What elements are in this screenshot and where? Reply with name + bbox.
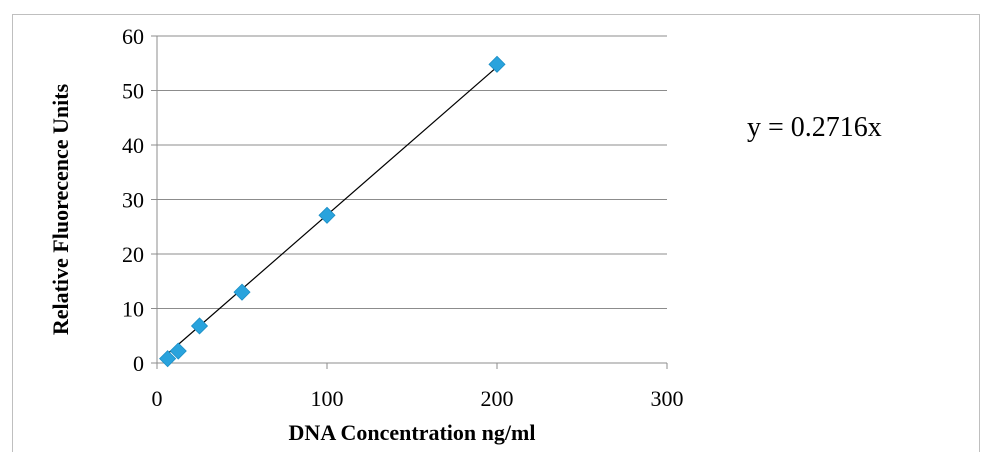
data-point [159, 350, 177, 368]
data-point [233, 283, 251, 301]
grid-lines [157, 35, 667, 309]
y-axis-title: Relative Fluorecence Units [48, 83, 73, 335]
y-tick-label: 30 [122, 188, 144, 213]
x-tick-marks [156, 363, 668, 369]
y-tick-label: 10 [122, 297, 144, 322]
y-tick-labels: 0 10 20 30 40 50 60 [122, 24, 144, 376]
x-tick-label: 300 [651, 386, 684, 411]
y-tick-label: 20 [122, 242, 144, 267]
data-point [318, 206, 336, 224]
y-tick-marks [151, 35, 157, 364]
data-point [190, 317, 209, 335]
x-axis-title: DNA Concentration ng/ml [289, 420, 536, 445]
trendline [167, 66, 498, 355]
x-tick-label: 200 [481, 386, 514, 411]
x-tick-label: 0 [152, 386, 163, 411]
x-tick-labels: 0 100 200 300 [152, 386, 684, 411]
chart-frame [12, 14, 980, 452]
data-points [159, 55, 506, 368]
data-point [488, 55, 506, 73]
y-tick-label: 50 [122, 79, 144, 104]
x-tick-label: 100 [311, 386, 344, 411]
y-tick-label: 0 [133, 351, 144, 376]
y-tick-label: 40 [122, 133, 144, 158]
y-tick-label: 60 [122, 24, 144, 49]
data-point [169, 342, 187, 360]
trendline-equation: y = 0.2716x [747, 112, 882, 143]
